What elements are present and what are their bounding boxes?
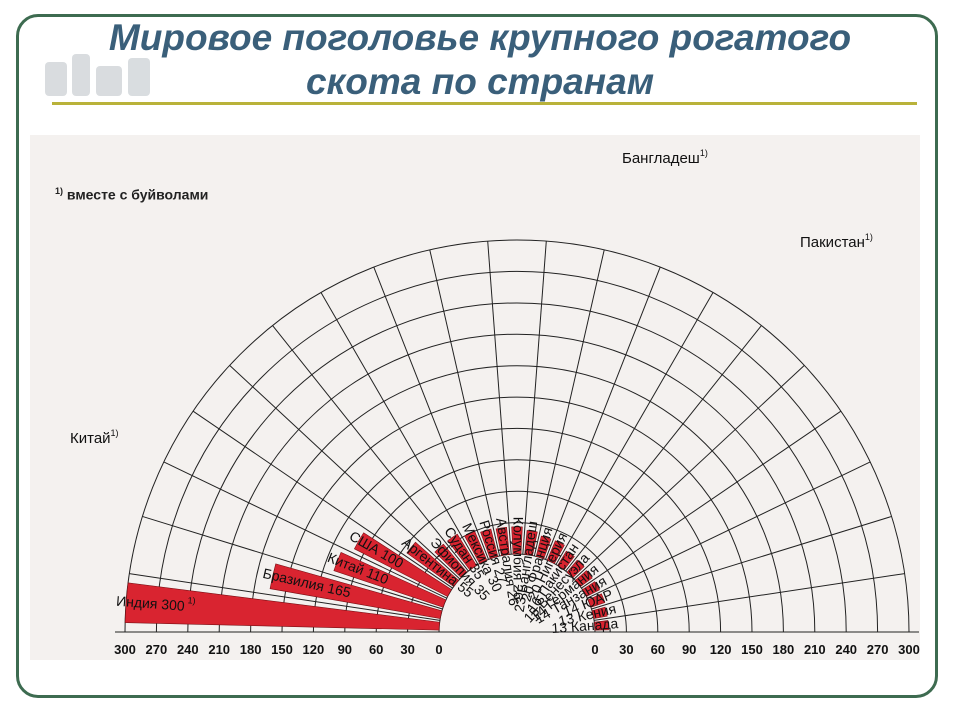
grid-ring: [218, 333, 816, 633]
title-line-1: Мировое поголовье крупного рогатого: [108, 17, 852, 58]
tick-label-right: 120: [710, 642, 732, 657]
outer-label-0: Китай1): [70, 428, 119, 447]
grid-spoke: [163, 461, 447, 599]
bar-8: [480, 528, 499, 560]
bar-15: [566, 559, 585, 579]
bar-0: [124, 582, 440, 631]
grid-spoke: [545, 266, 661, 560]
tick-label-left: 180: [240, 642, 262, 657]
bar-20: [594, 620, 609, 631]
title-line-2: скота по странам: [305, 61, 655, 102]
tick-label-left: 270: [146, 642, 168, 657]
bar-9: [495, 526, 510, 556]
tick-label-right: 0: [591, 642, 598, 657]
grid-ring: [187, 302, 847, 633]
grid-spoke: [320, 292, 479, 565]
grid-spoke: [594, 573, 905, 621]
tick-label-left: 0: [435, 642, 442, 657]
bar-7: [464, 530, 488, 564]
footnote-mark: 1): [55, 186, 64, 196]
grid-spoke: [573, 365, 805, 580]
bar-1: [269, 563, 443, 619]
grid-ring: [250, 365, 784, 633]
tick-label-left: 210: [208, 642, 230, 657]
footnote: 1) вместе с буйволами: [55, 186, 208, 203]
bar-10: [511, 526, 523, 555]
bar-11: [524, 530, 538, 556]
grid-spoke: [587, 461, 871, 599]
tick-label-left: 60: [369, 642, 383, 657]
tick-label-left: 150: [271, 642, 293, 657]
bar-5: [434, 543, 468, 579]
grid-spoke: [533, 249, 605, 557]
tick-label-right: 180: [773, 642, 795, 657]
grid-spoke: [487, 241, 512, 555]
tick-label-right: 150: [741, 642, 763, 657]
tick-label-right: 60: [651, 642, 665, 657]
grid-ring: [124, 239, 910, 633]
grid-spoke: [229, 365, 461, 580]
grid-spoke: [555, 292, 714, 565]
outer-label-1: Бангладеш1): [622, 148, 708, 167]
bar-label-10: Колумбия 26: [510, 517, 526, 600]
grid-spoke: [192, 410, 453, 589]
grid-ring: [281, 396, 753, 633]
outer-label-2: Пакистан1): [800, 232, 873, 251]
tick-label-left: 90: [338, 642, 352, 657]
grid-ring: [155, 270, 879, 633]
decorative-figure-icon: [45, 54, 150, 96]
page-title: Мировое поголовье крупного рогатого скот…: [0, 16, 960, 104]
grid-spoke: [272, 325, 469, 572]
slide-frame: [16, 14, 938, 698]
grid-spoke: [129, 573, 440, 621]
title-underline: [52, 102, 917, 105]
bar-12: [535, 535, 552, 560]
tick-label-left: 30: [400, 642, 414, 657]
grid-spoke: [373, 266, 489, 560]
bar-14: [557, 550, 575, 571]
tick-label-right: 210: [804, 642, 826, 657]
grid-spoke: [429, 249, 501, 557]
bar-6: [447, 533, 477, 571]
bar-18: [587, 593, 606, 608]
footnote-text: вместе с буйволами: [66, 186, 209, 203]
bar-19: [591, 606, 608, 619]
bar-label-20: 13 Канада: [551, 615, 619, 636]
grid-spoke: [591, 515, 892, 610]
grid-spoke: [142, 515, 443, 610]
grid-spoke: [522, 241, 547, 555]
tick-label-left: 300: [114, 642, 136, 657]
grid-spoke: [565, 325, 762, 572]
chart-image: Индия 300 1) Бразилия 165 Китай 110 США 100…: [30, 135, 920, 660]
bar-4: [406, 541, 459, 587]
bar-2: [333, 551, 447, 608]
grid-spoke: [581, 410, 842, 589]
bar-3: [353, 532, 452, 597]
tick-label-left: 240: [177, 642, 199, 657]
tick-label-right: 90: [682, 642, 696, 657]
bar-16: [575, 570, 593, 587]
tick-label-right: 270: [867, 642, 889, 657]
grid-ring: [312, 427, 722, 633]
tick-label-left: 120: [303, 642, 325, 657]
tick-label-right: 240: [835, 642, 857, 657]
tick-label-right: 300: [898, 642, 920, 657]
tick-label-right: 30: [619, 642, 633, 657]
bar-13: [546, 540, 565, 564]
bar-17: [582, 581, 600, 597]
